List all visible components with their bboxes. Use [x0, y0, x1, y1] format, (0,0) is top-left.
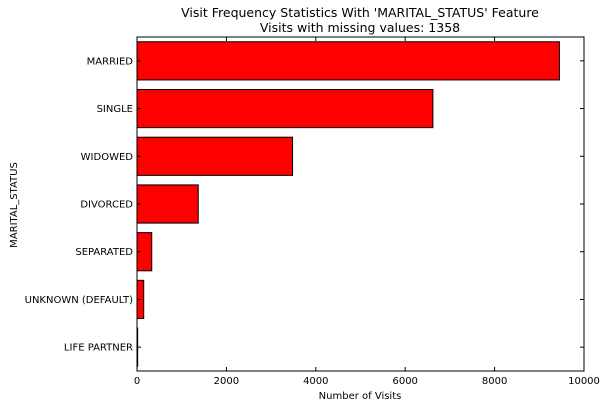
x-tick-label: 0	[134, 376, 140, 387]
bar-single	[136, 88, 434, 129]
x-tick-label: 8000	[482, 376, 507, 387]
x-tick-label: 6000	[392, 376, 417, 387]
y-tick-label: WIDOWED	[81, 152, 134, 163]
chart-subtitle: Visits with missing values: 1358	[260, 20, 460, 35]
x-axis-label: Number of Visits	[319, 391, 402, 402]
y-tick-label: LIFE PARTNER	[64, 343, 133, 354]
y-tick-label: DIVORCED	[80, 200, 133, 211]
y-tick-label: SINGLE	[97, 104, 133, 115]
x-tick-label: 10000	[568, 376, 600, 387]
bars-group	[136, 41, 560, 367]
x-tick-label: 2000	[214, 376, 239, 387]
y-tick-label: UNKNOWN (DEFAULT)	[25, 295, 133, 306]
y-ticks-group: MARRIED SINGLE WIDOWED DIVORCED SEPARATED UNK…	[25, 56, 584, 354]
y-tick-label: SEPARATED	[75, 247, 133, 258]
chart-title: Visit Frequency Statistics With 'MARITAL…	[181, 5, 539, 20]
plot-frame	[136, 36, 585, 372]
y-axis-label: MARITAL_STATUS	[9, 162, 20, 248]
bar-widowed	[136, 136, 294, 176]
y-tick-label: MARRIED	[87, 56, 134, 67]
bar-married	[136, 41, 560, 81]
x-tick-label: 4000	[303, 376, 328, 387]
bar-divorced	[136, 184, 199, 224]
